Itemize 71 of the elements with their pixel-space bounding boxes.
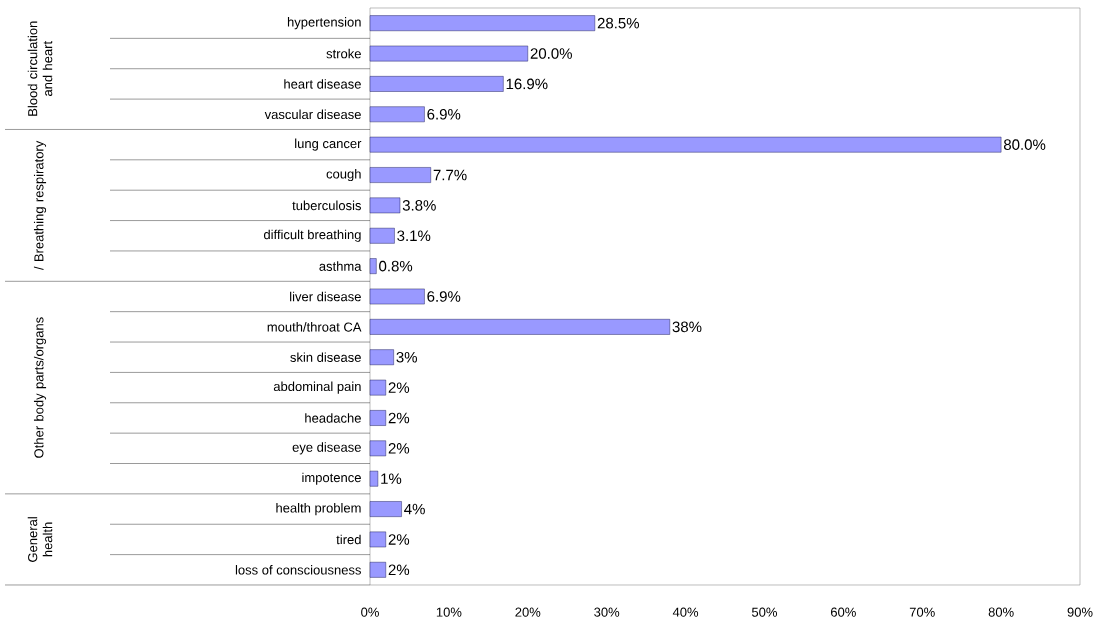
y-tick-label: difficult breathing <box>263 229 361 242</box>
x-tick-label: 0% <box>361 607 379 617</box>
y-tick-label: headache <box>305 413 361 423</box>
data-label: 3.1% <box>397 230 431 242</box>
x-tick-label: 60% <box>830 607 856 617</box>
bar <box>369 136 1002 153</box>
y-tick-label: tired <box>336 534 361 545</box>
text: General health <box>27 517 53 562</box>
y-tick-label: mouth/throat CA <box>267 322 362 332</box>
y-tick-label: eye disease <box>292 442 361 455</box>
bar <box>369 319 670 335</box>
bar <box>369 167 431 183</box>
x-tick-label: 30% <box>594 607 620 617</box>
data-label: 2% <box>388 443 410 454</box>
data-label: 7.7% <box>433 169 467 181</box>
x-tick-label: 10% <box>436 607 462 617</box>
text: / Breathing respiratory <box>33 140 47 271</box>
data-label: 4% <box>404 503 425 515</box>
y-tick-label: asthma <box>319 261 362 271</box>
x-tick-label: 50% <box>751 607 777 617</box>
bar <box>369 470 379 487</box>
y-tick-label: tuberculosis <box>292 200 361 211</box>
y-tick-label: impotence <box>302 472 361 485</box>
bar <box>369 197 401 214</box>
data-label: 2% <box>388 412 410 424</box>
bar <box>369 258 377 274</box>
bar <box>369 501 402 517</box>
data-label: 28.5% <box>597 17 640 29</box>
bar <box>369 440 386 457</box>
bar <box>369 349 394 366</box>
data-label: 3.8% <box>402 200 436 211</box>
y-tick-label: loss of consciousness <box>235 565 361 575</box>
data-label: 20.0% <box>530 48 572 59</box>
x-tick-label: 80% <box>988 607 1014 617</box>
y-tick-label: liver disease <box>290 291 361 302</box>
bar <box>369 45 528 62</box>
data-label: 38% <box>672 321 702 333</box>
bar <box>369 410 386 426</box>
data-label: 16.9% <box>506 78 548 90</box>
x-tick-label: 40% <box>672 607 699 617</box>
x-tick-label: 90% <box>1067 607 1093 617</box>
bar <box>369 227 395 244</box>
bar <box>369 76 504 92</box>
data-label: 80.0% <box>1003 139 1046 150</box>
x-tick-label: 70% <box>909 607 935 617</box>
y-tick-label: health problem <box>276 503 361 516</box>
text: Other body parts/organs <box>33 317 47 458</box>
y-tick-label: heart disease <box>284 79 361 89</box>
data-label: 3% <box>396 351 418 363</box>
bar <box>369 562 386 578</box>
bar <box>369 531 386 548</box>
y-tick-label: vascular disease <box>264 109 361 120</box>
y-tick-label: abdominal pain <box>273 381 361 394</box>
data-label: 6.9% <box>427 291 461 302</box>
bar <box>369 288 425 305</box>
y-tick-label: skin disease <box>290 352 361 362</box>
y-tick-label: lung cancer <box>295 138 362 151</box>
data-label: 2% <box>388 382 410 393</box>
data-label: 2% <box>388 534 410 545</box>
y-tick-label: stroke <box>326 48 361 59</box>
data-label: 1% <box>381 473 402 484</box>
text: Blood circulation and heart <box>27 21 53 116</box>
bar <box>369 379 386 396</box>
x-tick-label: 20% <box>515 607 541 617</box>
y-tick-label: cough <box>326 168 361 182</box>
data-label: 2% <box>388 564 410 576</box>
bar <box>369 15 596 31</box>
data-label: 6.9% <box>427 108 461 120</box>
data-label: 0.8% <box>379 260 413 272</box>
bar <box>369 106 425 123</box>
y-tick-label: hypertension <box>287 17 361 30</box>
